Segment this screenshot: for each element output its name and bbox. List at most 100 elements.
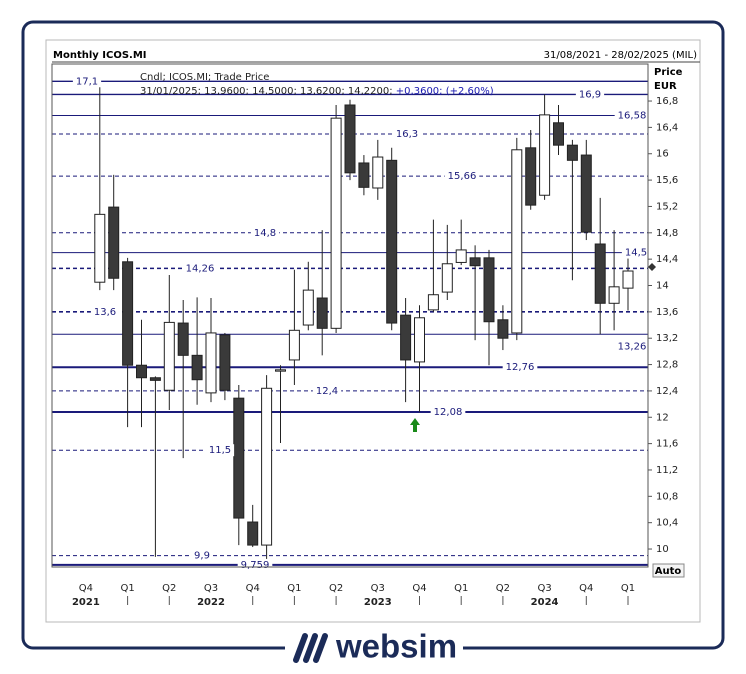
level-label-bg: [182, 262, 218, 275]
y-tick-label: 13,2: [656, 333, 678, 344]
x-tick-label: Q4: [579, 583, 593, 594]
y-tick-label: 14,8: [656, 228, 678, 239]
candle-body: [136, 364, 147, 379]
candle-body: [622, 270, 634, 289]
x-tick-label: Q4: [246, 583, 260, 594]
candle-body: [483, 257, 495, 323]
y-tick-label: 15,2: [656, 201, 678, 212]
level-label-bg: [250, 226, 280, 239]
year-label: 2022: [197, 597, 225, 608]
level-label-bg: [237, 558, 273, 571]
candle-body: [580, 154, 592, 233]
y-tick-label: 10: [656, 544, 669, 555]
y-axis-unit: EUR: [654, 81, 677, 92]
y-tick-label: 10,8: [656, 491, 678, 502]
scale-button[interactable]: [652, 563, 685, 578]
y-tick-label: 16,8: [656, 96, 678, 107]
year-label: 2023: [364, 597, 392, 608]
level-label-bg: [191, 549, 213, 562]
x-tick-label: Q3: [371, 583, 385, 594]
y-tick-label: 12: [656, 412, 669, 423]
level-label: 12,76: [506, 362, 535, 373]
candle-body: [414, 317, 425, 363]
level-label-bg: [72, 75, 102, 88]
level-label-bg: [614, 109, 650, 122]
candle-body: [163, 321, 175, 391]
legend-line: Cndl; ICOS.MI; Trade Price: [140, 72, 269, 83]
level-label-bg: [575, 88, 605, 101]
y-tick-label: 14: [656, 281, 669, 292]
level-label-bg: [444, 170, 480, 183]
chart-subtitle: 31/08/2021 - 28/02/2025 (MIL): [544, 50, 697, 61]
level-label: 13,26: [618, 341, 647, 352]
x-tick-label: Q1: [621, 583, 635, 594]
candle-body: [205, 332, 217, 394]
level-label: 15,66: [448, 171, 477, 182]
candle-body: [539, 114, 551, 196]
chart-panel: [45, 39, 701, 623]
level-label: 12,4: [316, 386, 338, 397]
last-price-marker: [648, 263, 656, 271]
level-label: 16,58: [618, 111, 647, 122]
candle-body: [108, 206, 120, 279]
y-tick-label: 13,6: [656, 307, 678, 318]
y-axis-label: Price: [654, 67, 683, 78]
candle-body: [525, 147, 537, 206]
legend-ohlc: 31/01/2025; 13,9600; 14,5000; 13,6200; 1…: [140, 86, 393, 97]
level-label: 9,759: [241, 560, 270, 571]
candle-body: [302, 289, 314, 326]
x-tick-label: Q1: [454, 583, 468, 594]
level-label-bg: [205, 444, 235, 457]
candle-body: [553, 122, 564, 146]
y-tick-label: 15,6: [656, 175, 678, 186]
level-label: 17,1: [76, 76, 98, 87]
candle-body: [122, 261, 134, 366]
y-tick-label: 14,4: [656, 254, 678, 265]
level-label-bg: [90, 305, 120, 318]
year-label: 2024: [531, 597, 559, 608]
candle-body: [427, 294, 439, 311]
brand: websim: [335, 628, 457, 665]
candle-body: [511, 149, 523, 334]
logo-icon: [293, 633, 328, 663]
candle-body: [261, 387, 273, 546]
level-label: 16,9: [579, 89, 601, 100]
level-label-bg: [312, 384, 342, 397]
x-tick-label: Q2: [496, 583, 510, 594]
y-tick-label: 12,4: [656, 386, 678, 397]
y-tick-label: 10,4: [656, 518, 678, 529]
x-tick-label: Q1: [287, 583, 301, 594]
candle-body: [94, 213, 106, 283]
level-label: 13,6: [94, 307, 116, 318]
x-tick-label: Q1: [120, 583, 134, 594]
year-label: 2021: [72, 597, 100, 608]
candle-body: [566, 144, 578, 161]
level-label: 12,08: [434, 407, 463, 418]
y-tick-label: 16: [656, 149, 669, 160]
candle-body: [358, 162, 370, 188]
legend-values: 31/01/2025; 13,9600; 14,5000; 13,6200; 1…: [140, 86, 494, 97]
candle-body: [469, 257, 481, 267]
candle-body: [497, 319, 509, 339]
y-tick-label: 11,2: [656, 465, 678, 476]
low-arrow: [410, 418, 420, 432]
plot-frame: [51, 63, 649, 568]
candle-body: [594, 243, 606, 304]
candle-body: [372, 156, 384, 189]
candle-body: [288, 329, 300, 361]
x-tick-label: Q3: [537, 583, 551, 594]
level-label-bg: [502, 361, 538, 374]
candle-body: [316, 297, 328, 329]
x-tick-label: Q2: [329, 583, 343, 594]
level-label-bg: [430, 405, 466, 418]
level-label: 9,9: [194, 551, 210, 562]
level-label-bg: [621, 246, 651, 259]
level-label: 16,3: [396, 129, 418, 140]
y-tick-label: 12,8: [656, 360, 678, 371]
x-tick-label: Q3: [204, 583, 218, 594]
y-tick-label: 16,4: [656, 122, 678, 133]
x-tick-label: Q4: [79, 583, 93, 594]
scale-mode[interactable]: Auto: [655, 566, 682, 577]
level-label: 11,5: [209, 445, 231, 456]
